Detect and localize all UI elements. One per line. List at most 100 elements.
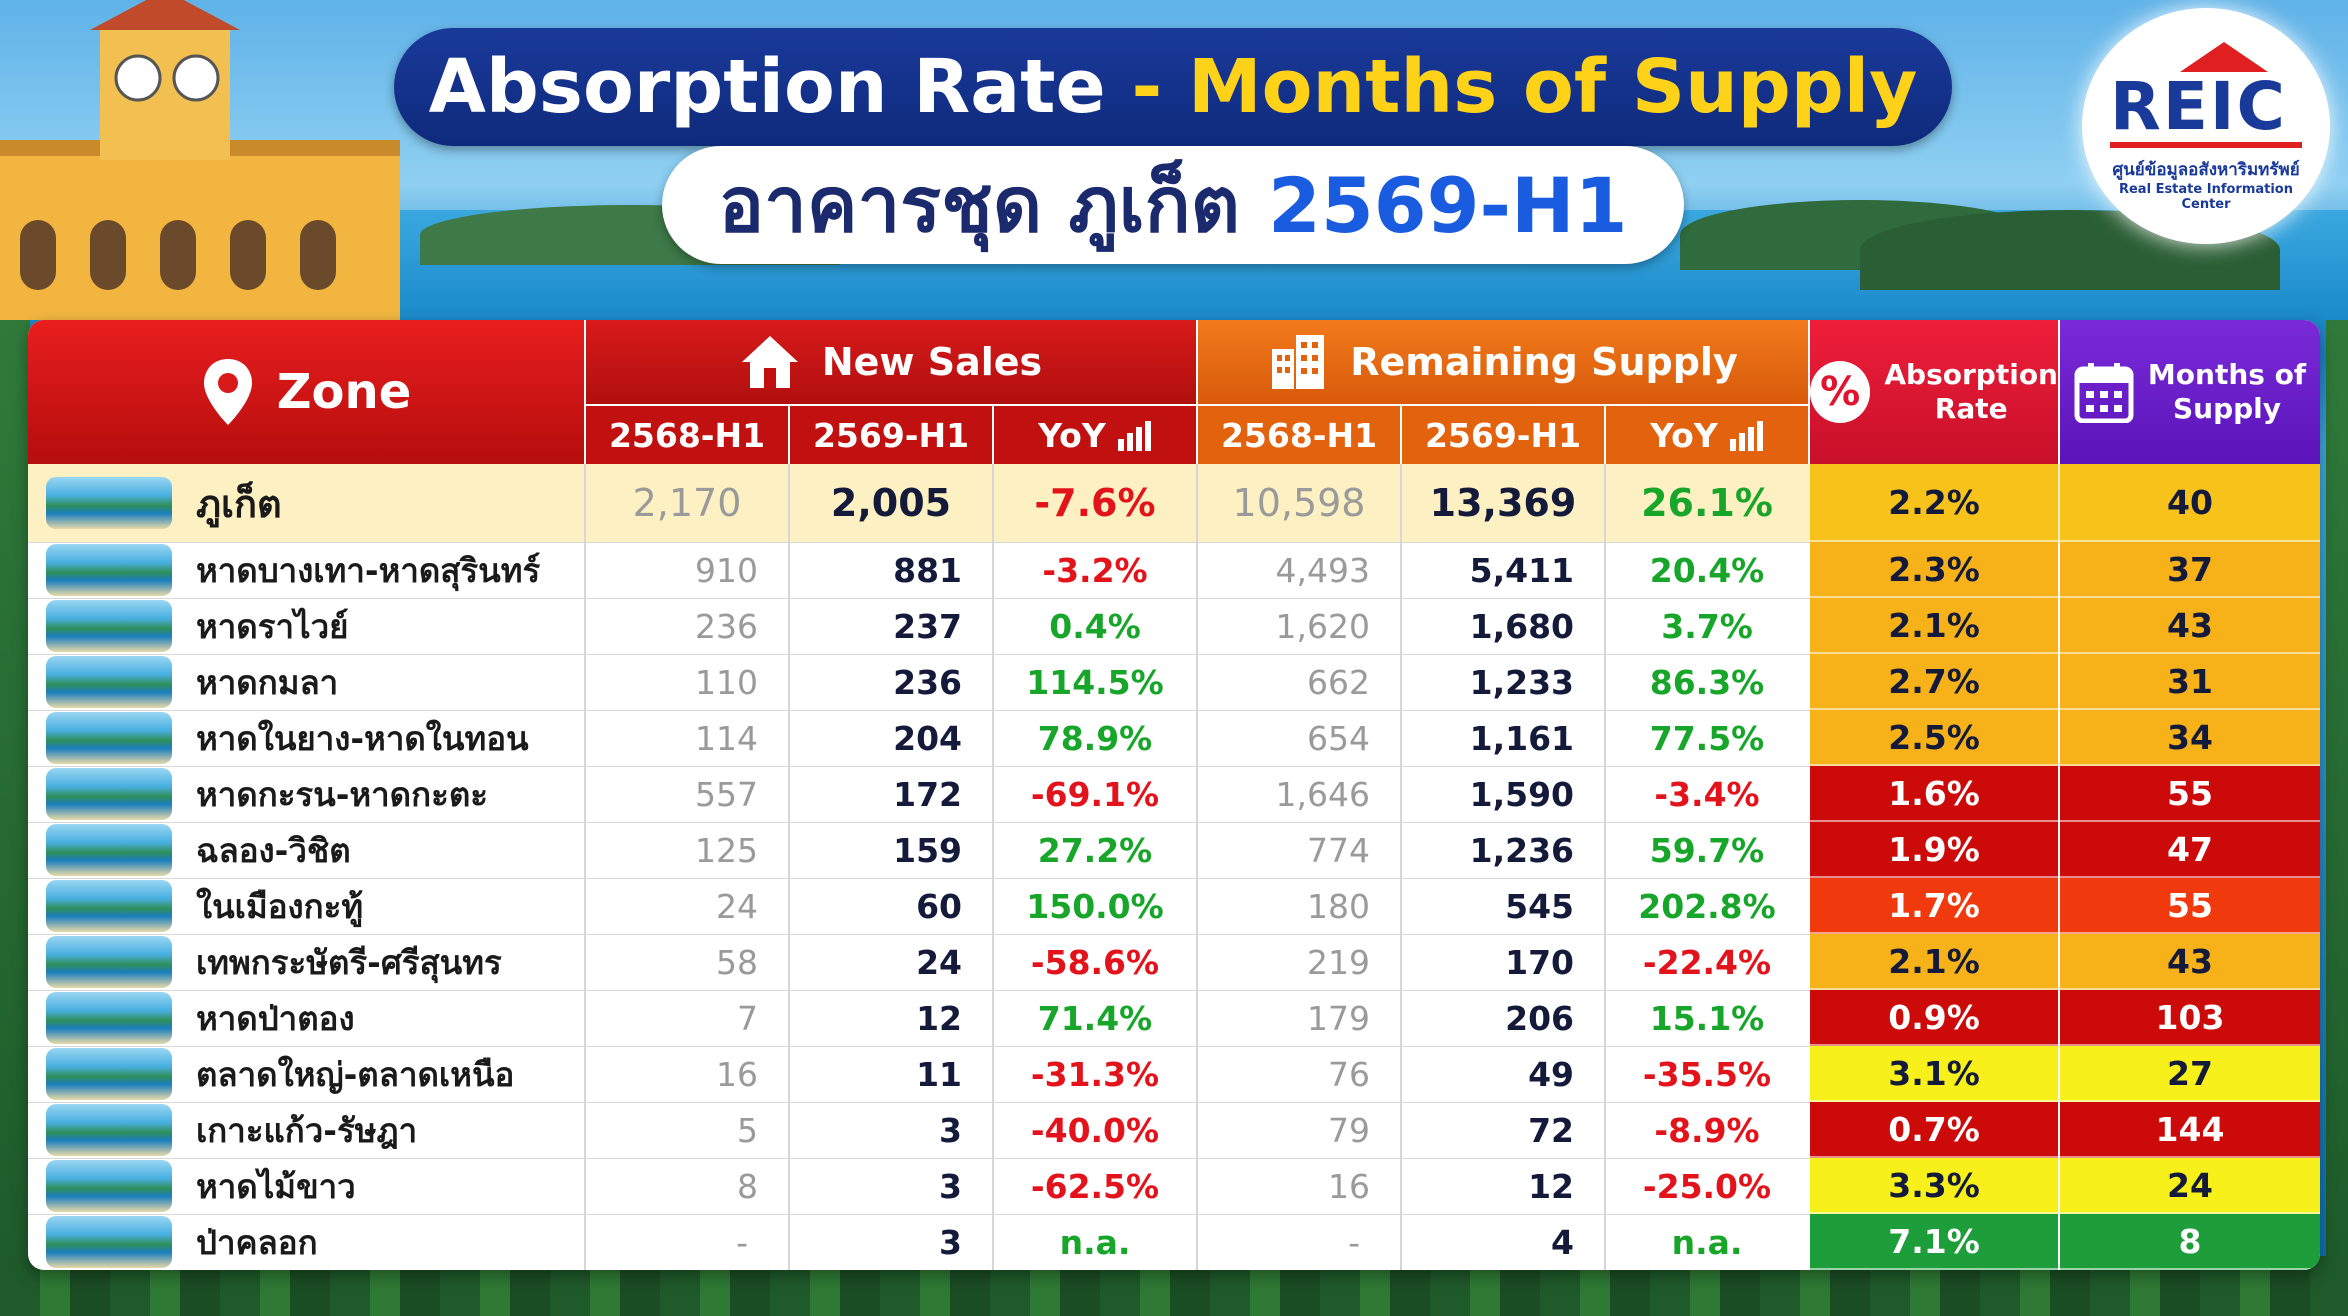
ns-cur-cell: 204 — [893, 718, 962, 758]
ns-prev-cell: 16 — [716, 1054, 758, 1094]
zone-cell: หาดไม้ขาว — [28, 1158, 584, 1214]
zone-cell: ภูเก็ต — [28, 464, 584, 542]
table-row: หาดกะรน-หาดกะตะ 557 172 -69.1% 1,646 1,590 -3.… — [28, 766, 2320, 822]
absorption-rate-cell: 1.6% — [1810, 766, 2058, 822]
header-remaining-supply: Remaining Supply — [1198, 320, 1808, 404]
ns-prev-cell: 24 — [716, 886, 758, 926]
header-new-sales-label: New Sales — [821, 340, 1043, 384]
zone-cell: หาดป่าตอง — [28, 990, 584, 1046]
zone-label: ภูเก็ต — [196, 481, 282, 526]
rs-cur-cell: 1,161 — [1469, 718, 1574, 758]
table-row: ตลาดใหญ่-ตลาดเหนือ 16 11 -31.3% 76 49 -35.5% 3.… — [28, 1046, 2320, 1102]
zone-cell: หาดบางเทา-หาดสุรินทร์ — [28, 542, 584, 598]
header-zone-label: Zone — [276, 364, 412, 420]
header-mos-line2: Supply — [2172, 392, 2282, 425]
row-divider — [28, 710, 1810, 711]
row-divider — [28, 1102, 1810, 1103]
months-of-supply-cell: 37 — [2060, 542, 2320, 598]
months-of-supply-cell: 144 — [2060, 1102, 2320, 1158]
column-divider — [1196, 464, 1198, 1270]
subtitle: อาคารชุด ภูเก็ต 2569-H1 — [662, 146, 1684, 264]
table-row: หาดบางเทา-หาดสุรินทร์ 910 881 -3.2% 4,493 5,4… — [28, 542, 2320, 598]
rs-cur-cell: 170 — [1505, 942, 1574, 982]
row-divider — [28, 542, 1810, 543]
absorption-rate-cell: 7.1% — [1810, 1214, 2058, 1270]
months-of-supply-cell: 24 — [2060, 1158, 2320, 1214]
rs-yoy-cell: -22.4% — [1642, 942, 1772, 982]
rs-prev-cell: 180 — [1307, 886, 1370, 926]
rs-cur-cell: 1,236 — [1469, 830, 1574, 870]
title-dash: - — [1105, 44, 1188, 130]
ns-yoy-cell: -31.3% — [1030, 1054, 1160, 1094]
ns-cur-cell: 237 — [893, 606, 962, 646]
beach-thumbnail — [46, 880, 172, 932]
rs-yoy-cell: 86.3% — [1649, 662, 1765, 702]
beach-thumbnail — [46, 1048, 172, 1100]
rs-prev-cell: 76 — [1328, 1054, 1370, 1094]
header-zone: Zone — [28, 320, 584, 464]
rs-cur-cell: 4 — [1551, 1222, 1574, 1262]
header-absorption-rate: % Absorption Rate — [1810, 320, 2058, 464]
palm-edge-left — [0, 320, 30, 1316]
ns-yoy-cell: 27.2% — [1037, 830, 1153, 870]
zone-cell: ในเมืองกะทู้ — [28, 878, 584, 934]
ns-prev-cell: 5 — [737, 1110, 758, 1150]
rs-yoy-cell: 15.1% — [1649, 998, 1765, 1038]
ns-prev-cell: 58 — [716, 942, 758, 982]
growth-chart-icon — [1729, 421, 1763, 451]
rs-prev-cell: 662 — [1307, 662, 1370, 702]
beach-thumbnail — [46, 1216, 172, 1268]
rs-cur-cell: 1,590 — [1469, 774, 1574, 814]
column-divider — [992, 464, 994, 1270]
data-table: Zone New Sales Remaining Supply % Absorp… — [28, 320, 2320, 1270]
ns-cur-cell: 24 — [916, 942, 962, 982]
rs-prev-cell: 10,598 — [1232, 481, 1366, 525]
zone-cell: หาดราไวย์ — [28, 598, 584, 654]
row-divider — [28, 822, 1810, 823]
table-row: หาดไม้ขาว 8 3 -62.5% 16 12 -25.0% 3.3% 24 — [28, 1158, 2320, 1214]
row-divider — [28, 654, 1810, 655]
row-divider — [28, 878, 1810, 879]
calendar-icon — [2074, 363, 2134, 423]
months-of-supply-cell: 8 — [2060, 1214, 2320, 1270]
absorption-rate-cell: 1.9% — [1810, 822, 2058, 878]
subheader-label: YoY — [1650, 415, 1718, 455]
table-row-total: ภูเก็ต 2,170 2,005 -7.6% 10,598 13,369 26.1% 2.… — [28, 464, 2320, 542]
ns-yoy-cell: -40.0% — [1030, 1110, 1160, 1150]
ns-prev-cell: - — [736, 1222, 748, 1262]
subheader-rs-yoy: YoY — [1606, 406, 1808, 464]
header-months-of-supply: Months of Supply — [2060, 320, 2320, 464]
percent-icon: % — [1810, 361, 1871, 423]
ns-cur-cell: 12 — [916, 998, 962, 1038]
rs-prev-cell: 774 — [1307, 830, 1370, 870]
table-row: เทพกระษัตรี-ศรีสุนทร 58 24 -58.6% 219 170 -22.… — [28, 934, 2320, 990]
rs-yoy-cell: 59.7% — [1649, 830, 1765, 870]
absorption-rate-cell: 3.1% — [1810, 1046, 2058, 1102]
header-new-sales: New Sales — [586, 320, 1196, 404]
ns-yoy-cell: 78.9% — [1037, 718, 1153, 758]
logo-roof-icon — [2180, 42, 2268, 72]
row-divider — [28, 598, 1810, 599]
ns-cur-cell: 159 — [893, 830, 962, 870]
ns-yoy-cell: 0.4% — [1049, 606, 1141, 646]
row-divider — [28, 990, 1810, 991]
ns-prev-cell: 110 — [695, 662, 758, 702]
table-row: หาดกมลา 110 236 114.5% 662 1,233 86.3% 2.7% 31 — [28, 654, 2320, 710]
rs-prev-cell: 1,646 — [1275, 774, 1370, 814]
row-divider — [28, 766, 1810, 767]
absorption-rate-cell: 1.7% — [1810, 878, 2058, 934]
subtitle-period: 2569-H1 — [1267, 160, 1628, 250]
zone-label: เกาะแก้ว-รัษฎา — [196, 1110, 418, 1150]
absorption-rate-cell: 2.3% — [1810, 542, 2058, 598]
subheader-label: YoY — [1038, 415, 1106, 455]
rs-yoy-cell: 202.8% — [1638, 886, 1776, 926]
table-row: ฉลอง-วิชิต 125 159 27.2% 774 1,236 59.7% 1.9% 47 — [28, 822, 2320, 878]
zone-cell: ฉลอง-วิชิต — [28, 822, 584, 878]
months-of-supply-cell: 55 — [2060, 766, 2320, 822]
rs-prev-cell: 219 — [1307, 942, 1370, 982]
months-of-supply-cell: 55 — [2060, 878, 2320, 934]
subheader-label: 2568-H1 — [1220, 415, 1378, 455]
row-divider — [28, 934, 1810, 935]
ns-yoy-cell: 114.5% — [1026, 662, 1164, 702]
ns-prev-cell: 125 — [695, 830, 758, 870]
